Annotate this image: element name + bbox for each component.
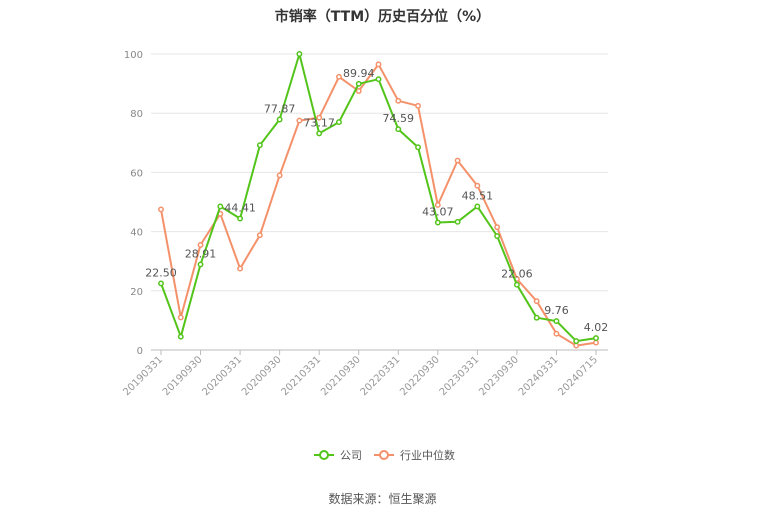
data-point <box>593 335 599 342</box>
data-label: 89.94 <box>343 67 375 80</box>
data-point <box>158 280 164 287</box>
data-label: 48.51 <box>462 189 494 202</box>
x-tick-label: 20190930 <box>161 354 205 398</box>
data-point <box>415 102 421 109</box>
data-point <box>474 203 481 210</box>
x-tick-label: 20190331 <box>121 354 165 398</box>
data-point <box>355 88 362 94</box>
data-point <box>296 51 303 57</box>
data-point <box>197 261 204 268</box>
data-point <box>494 224 501 231</box>
data-point <box>434 219 441 226</box>
data-label: 28.91 <box>185 247 217 260</box>
chart-title: 市销率（TTM）历史百分位（%） <box>274 9 491 25</box>
x-tick-label: 20230331 <box>438 354 482 398</box>
data-point <box>494 233 501 239</box>
data-point <box>276 116 283 123</box>
data-point <box>158 206 164 213</box>
x-tick-label: 20210930 <box>319 354 363 398</box>
x-tick-label: 20240331 <box>517 354 561 398</box>
data-point <box>395 126 402 133</box>
data-point <box>336 73 342 80</box>
data-point <box>593 339 599 346</box>
data-point <box>316 114 323 121</box>
legend-label: 行业中位数 <box>400 448 455 462</box>
series-line-company <box>160 53 597 343</box>
data-point <box>573 338 580 345</box>
data-point <box>454 218 461 225</box>
data-point <box>355 80 362 87</box>
y-tick-label: 80 <box>130 109 143 120</box>
data-point <box>336 119 342 126</box>
data-label: 22.50 <box>145 266 177 279</box>
data-point <box>553 318 560 325</box>
data-point <box>296 117 303 124</box>
data-point <box>553 330 560 337</box>
data-point <box>177 333 184 340</box>
data-point <box>177 314 184 321</box>
data-label: 4.02 <box>584 321 609 334</box>
data-point <box>237 215 244 222</box>
data-point <box>454 157 461 164</box>
data-point <box>375 61 382 68</box>
data-point <box>256 142 263 149</box>
data-point <box>237 265 244 272</box>
data-point <box>197 241 204 248</box>
data-label: 73.17 <box>303 116 335 129</box>
data-source: 数据来源：恒生聚源 <box>328 492 437 506</box>
data-label: 44.41 <box>224 202 256 215</box>
data-point <box>533 298 540 305</box>
legend-marker <box>379 450 389 460</box>
data-label: 43.07 <box>422 206 454 219</box>
y-tick-label: 100 <box>124 50 143 61</box>
data-point <box>256 232 263 239</box>
data-label: 74.59 <box>383 112 415 125</box>
y-tick-label: 0 <box>137 346 143 357</box>
y-tick-label: 60 <box>130 168 143 179</box>
data-point <box>276 172 283 179</box>
data-point <box>533 314 540 321</box>
data-label: 9.76 <box>544 304 569 317</box>
data-point <box>217 203 224 210</box>
data-point <box>513 281 520 288</box>
data-label: 22.06 <box>501 268 533 281</box>
y-tick-label: 40 <box>130 228 143 239</box>
data-point <box>415 144 421 151</box>
legend-label: 公司 <box>340 449 362 462</box>
data-point <box>375 76 382 83</box>
x-tick-label: 20200930 <box>240 354 284 398</box>
x-tick-label: 20220331 <box>359 354 403 398</box>
x-tick-label: 20230930 <box>477 354 521 398</box>
data-point <box>395 97 402 104</box>
data-point <box>434 202 441 208</box>
x-tick-label: 20220930 <box>398 354 442 398</box>
data-label: 77.87 <box>264 103 296 116</box>
x-tick-label: 20200331 <box>200 354 244 398</box>
data-point <box>474 182 481 189</box>
x-tick-label: 20240715 <box>556 354 600 398</box>
legend-marker <box>319 450 329 460</box>
x-tick-label: 20210331 <box>280 354 324 398</box>
y-tick-label: 20 <box>130 287 143 298</box>
data-point <box>316 130 323 137</box>
